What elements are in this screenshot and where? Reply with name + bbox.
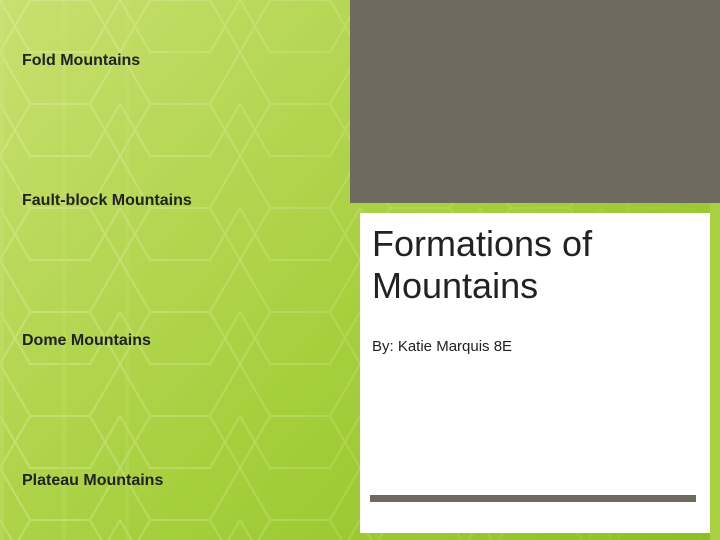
left-column: Fold Mountains Fault-block Mountains Dom… [0, 0, 350, 540]
list-item: Fault-block Mountains [22, 192, 334, 210]
list-item: Dome Mountains [22, 332, 334, 350]
slide-byline: By: Katie Marquis 8E [372, 338, 704, 355]
title-panel: Formations of Mountains By: Katie Marqui… [360, 213, 720, 533]
slide-title: Formations of Mountains [372, 223, 704, 308]
list-item: Fold Mountains [22, 52, 334, 70]
right-edge-strip [710, 203, 720, 540]
list-item: Plateau Mountains [22, 472, 334, 490]
accent-bar [370, 495, 696, 502]
image-placeholder-box [350, 0, 720, 203]
slide: Fold Mountains Fault-block Mountains Dom… [0, 0, 720, 540]
